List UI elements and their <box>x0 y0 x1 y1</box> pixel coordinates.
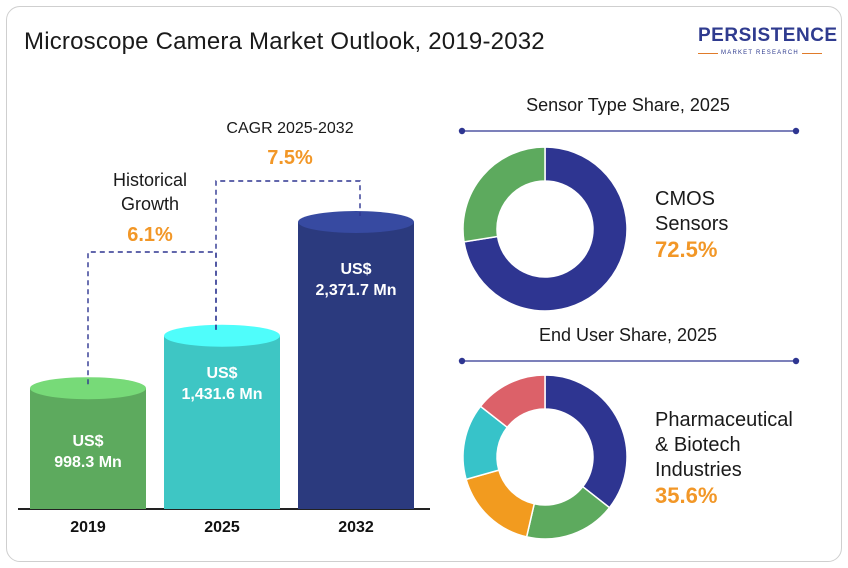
page-title: Microscope Camera Market Outlook, 2019-2… <box>24 28 545 55</box>
cagr-label: CAGR 2025-2032 <box>226 120 353 137</box>
logo-brand-text: PERSISTENCE <box>698 25 838 46</box>
historical-growth-label: Historical <box>113 170 187 190</box>
donut-callout-label: Pharmaceutical <box>655 409 793 431</box>
donut-section-title: End User Share, 2025 <box>539 325 717 345</box>
donut-section-title: Sensor Type Share, 2025 <box>526 95 730 115</box>
bar-value-label: 2,371.7 Mn <box>316 282 397 299</box>
donut-callout-value: 35.6% <box>655 483 717 508</box>
donut-callout-label: Industries <box>655 459 742 481</box>
donut-callout-label: CMOS <box>655 188 715 210</box>
divider-dot <box>458 357 466 365</box>
divider-dot <box>792 357 800 365</box>
bar-value-currency: US$ <box>206 365 237 382</box>
donut-callout-label: & Biotech <box>655 434 741 456</box>
donut-slice-1 <box>462 146 546 243</box>
donut-slice-4 <box>479 374 546 429</box>
donut-callout-label: Sensors <box>655 213 728 235</box>
x-tick-label: 2032 <box>338 519 374 536</box>
historical-growth-value: 6.1% <box>127 224 173 246</box>
logo-tagline: MARKET RESEARCH <box>721 50 799 56</box>
bar-value-label: 998.3 Mn <box>54 454 122 471</box>
logo-tagline-row: MARKET RESEARCH <box>698 50 822 56</box>
bar-2019: US$ 998.3 Mn <box>30 377 146 509</box>
bar-value-label: 1,431.6 Mn <box>182 386 263 403</box>
divider-dot <box>792 127 800 135</box>
donut-chart <box>462 146 628 312</box>
donut-slice-0 <box>463 146 628 312</box>
bar-value-currency: US$ <box>340 261 371 278</box>
x-tick-label: 2019 <box>70 519 106 536</box>
divider-dot <box>458 127 466 135</box>
donut-slice-0 <box>544 374 628 509</box>
x-tick-label: 2025 <box>204 519 240 536</box>
cagr-value: 7.5% <box>267 147 313 169</box>
donut-callout-value: 72.5% <box>655 237 717 262</box>
historical-growth-label: Growth <box>121 194 179 214</box>
bar-2025: US$ 1,431.6 Mn <box>164 324 280 509</box>
bar-2032: US$ 2,371.7 Mn <box>298 211 414 509</box>
donut-chart <box>462 374 628 540</box>
brand-logo: PERSISTENCE MARKET RESEARCH <box>698 25 838 66</box>
bar-value-currency: US$ <box>72 433 103 450</box>
cagr-connector <box>215 180 361 330</box>
donut-slice-2 <box>465 469 536 538</box>
